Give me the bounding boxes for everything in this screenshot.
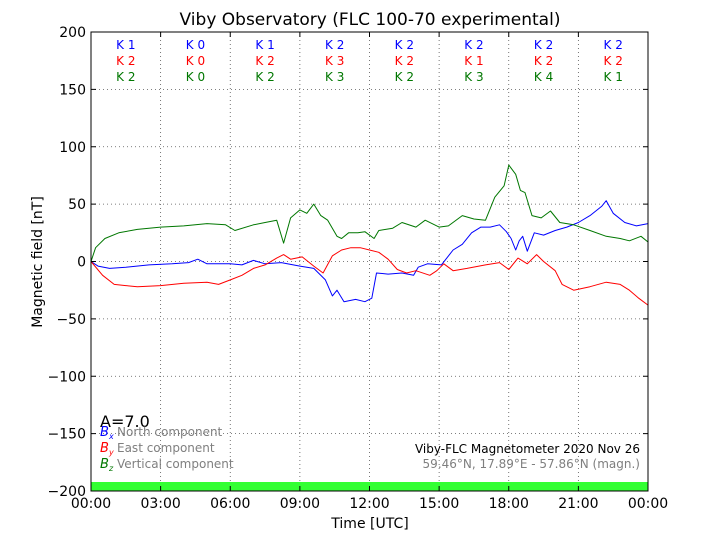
station-label: Viby-FLC Magnetometer 2020 Nov 26	[415, 442, 640, 456]
legend-subscript-bz: z	[108, 464, 114, 473]
y-tick-label: 0	[77, 255, 86, 271]
x-tick-label: 00:00	[71, 496, 111, 512]
y-tick-label: 200	[59, 25, 86, 41]
y-tick-label: 150	[59, 82, 86, 98]
x-tick-label: 09:00	[280, 496, 320, 512]
k-index-by: K 2	[255, 54, 274, 68]
x-tick-label: 18:00	[489, 496, 529, 512]
legend-label-bz: Vertical component	[117, 457, 234, 471]
legend-symbol-by: B	[100, 441, 109, 456]
k-index-by: K 2	[534, 54, 553, 68]
k-index-bz: K 2	[395, 70, 414, 84]
x-tick-label: 06:00	[210, 496, 250, 512]
y-tick-label: −50	[56, 312, 86, 328]
k-index-by: K 2	[395, 54, 414, 68]
axis-ticks: 00:00 03:00 06:00 09:00 12:00 15:00 18:00 21:00…	[48, 25, 669, 512]
k-index-bx: K 0	[186, 38, 205, 52]
k-index-bz: K 3	[464, 70, 483, 84]
k-index-table: K 1 K 2 K 2 K 0 K 0 K 0 K 1 K 2 K 2 K 2 K 3 K 3 K 2 K…	[116, 38, 623, 84]
x-tick-label: 12:00	[349, 496, 389, 512]
k-index-by: K 2	[116, 54, 135, 68]
k-index-bx: K 1	[116, 38, 135, 52]
legend-label-bx: North component	[117, 425, 223, 439]
chart-title: Viby Observatory (FLC 100-70 experimenta…	[180, 10, 561, 30]
k-index-bx: K 2	[534, 38, 553, 52]
y-tick-label: −100	[48, 369, 86, 385]
k-index-by: K 1	[464, 54, 483, 68]
k-index-bx: K 2	[604, 38, 623, 52]
k-index-bz: K 2	[255, 70, 274, 84]
k-index-by: K 2	[604, 54, 623, 68]
k-index-by: K 0	[186, 54, 205, 68]
x-tick-label: 03:00	[140, 496, 180, 512]
legend-label-by: East component	[117, 441, 215, 455]
y-tick-label: 100	[59, 140, 86, 156]
legend-subscript-bx: x	[108, 432, 114, 441]
x-tick-label: 15:00	[419, 496, 459, 512]
x-axis-label: Time [UTC]	[330, 516, 408, 532]
grid-lines	[91, 32, 648, 491]
y-tick-label: 50	[68, 197, 86, 213]
series-line-by	[90, 247, 649, 306]
y-tick-label: −200	[48, 484, 86, 500]
k-index-bz: K 0	[186, 70, 205, 84]
k-index-bz: K 3	[325, 70, 344, 84]
k-index-bx: K 1	[255, 38, 274, 52]
series-layer	[90, 164, 649, 306]
legend-subscript-by: y	[108, 448, 114, 457]
coords-label: 59.46°N, 17.89°E - 57.86°N (magn.)	[423, 457, 640, 471]
legend-symbol-bx: B	[100, 425, 109, 440]
k-index-by: K 3	[325, 54, 344, 68]
k-index-bx: K 2	[464, 38, 483, 52]
y-axis-label: Magnetic field [nT]	[30, 196, 46, 328]
k-index-bz: K 4	[534, 70, 553, 84]
k-index-bx: K 2	[325, 38, 344, 52]
k-index-bz: K 1	[604, 70, 623, 84]
x-tick-label: 00:00	[628, 496, 668, 512]
y-tick-label: −150	[48, 427, 86, 443]
k-index-bx: K 2	[395, 38, 414, 52]
series-line-bx	[90, 200, 649, 303]
x-tick-label: 21:00	[558, 496, 598, 512]
legend-symbol-bz: B	[100, 457, 109, 472]
a-index-label: A=7.0	[100, 412, 150, 431]
k-index-bz: K 2	[116, 70, 135, 84]
series-line-bz	[90, 164, 649, 262]
